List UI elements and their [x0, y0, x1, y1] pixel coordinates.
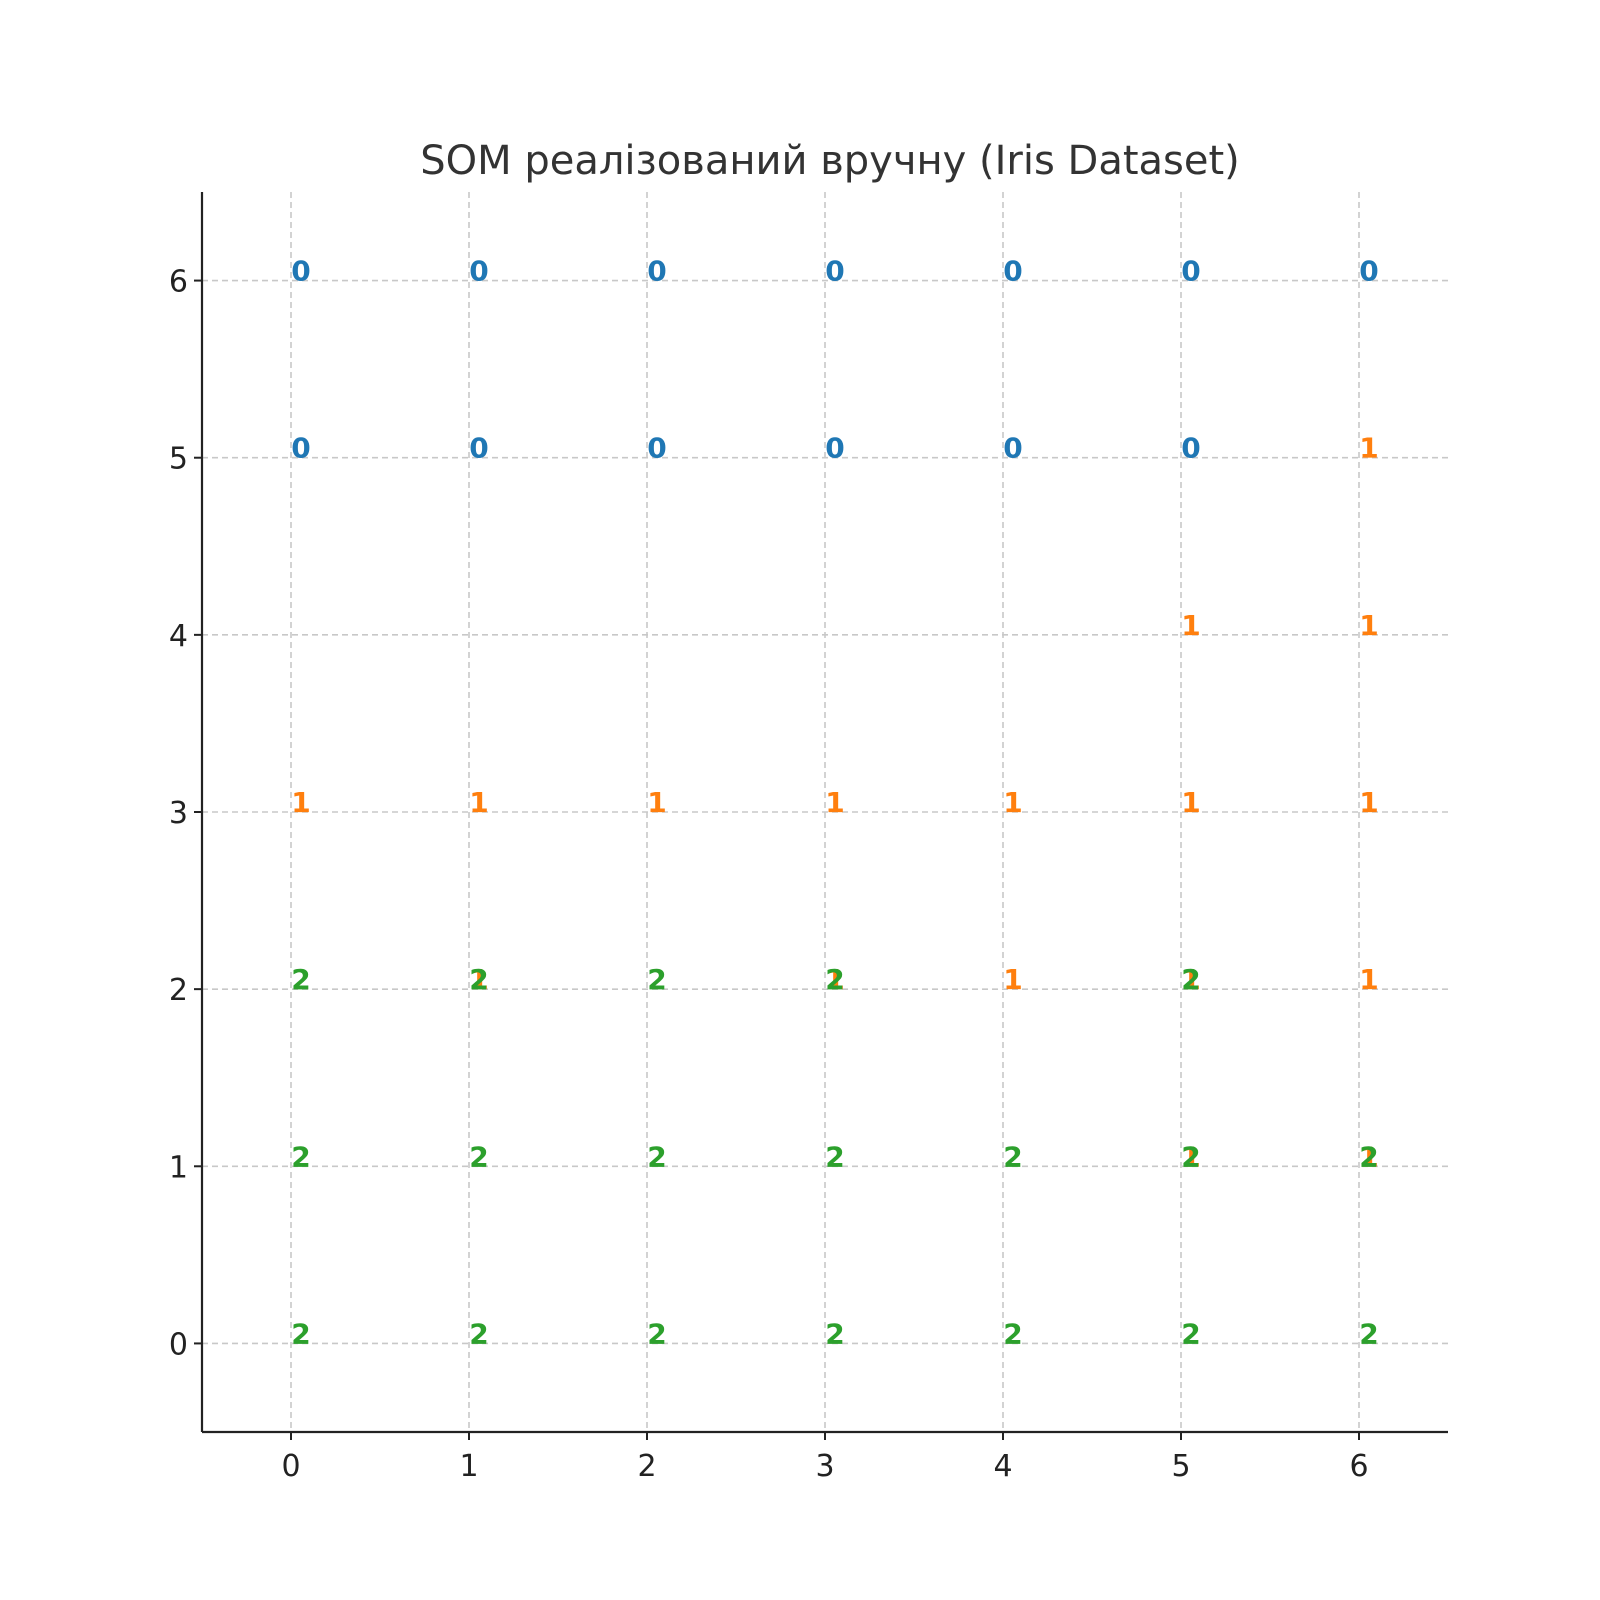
- cell-label-class-2: 2: [825, 1140, 844, 1173]
- cell-label-class-0: 0: [1181, 432, 1200, 465]
- cell-label-class-0: 0: [1003, 432, 1022, 465]
- cell-label-class-0: 0: [647, 432, 666, 465]
- cell-label-class-1: 1: [825, 786, 844, 819]
- cell-label-class-1: 1: [1181, 963, 1200, 996]
- y-tick-label: 4: [169, 619, 188, 654]
- cell-label-class-2: 2: [291, 1317, 310, 1350]
- cell-label-class-0: 0: [291, 255, 310, 288]
- y-tick-label: 5: [169, 442, 188, 477]
- cell-label-class-0: 0: [825, 255, 844, 288]
- cell-label-class-1: 1: [469, 786, 488, 819]
- x-tick-label: 4: [993, 1449, 1012, 1484]
- x-tick-label: 0: [281, 1449, 300, 1484]
- cell-label-class-0: 0: [469, 255, 488, 288]
- cell-label-class-1: 1: [1181, 1140, 1200, 1173]
- cell-label-class-0: 0: [1181, 255, 1200, 288]
- y-tick-label: 1: [169, 1150, 188, 1185]
- cell-label-class-2: 2: [1003, 1140, 1022, 1173]
- cell-label-class-1: 1: [1181, 786, 1200, 819]
- cell-label-class-2: 2: [825, 963, 844, 996]
- cell-label-class-0: 0: [469, 432, 488, 465]
- cell-label-class-1: 1: [1359, 786, 1378, 819]
- cell-label-class-1: 1: [1003, 786, 1022, 819]
- cell-label-class-2: 2: [1003, 1317, 1022, 1350]
- cell-label-class-2: 2: [1359, 1140, 1378, 1173]
- x-tick-label: 5: [1171, 1449, 1190, 1484]
- grid: [202, 192, 1448, 1432]
- cell-label-class-2: 2: [291, 1140, 310, 1173]
- cell-label-class-1: 1: [291, 786, 310, 819]
- cell-label-class-1: 1: [469, 963, 488, 996]
- cell-label-class-1: 1: [1003, 963, 1022, 996]
- cell-labels: 0 0 0 0 0 0 00 0 0 0 0 0 11 11 1 1 1 1 1 12 12 2 12 1 12 12 2 2 2 2 12…: [291, 255, 1378, 1351]
- cell-label-class-2: 2: [647, 963, 666, 996]
- cell-label-class-1: 1: [647, 786, 666, 819]
- cell-label-class-2: 2: [291, 963, 310, 996]
- x-tick-label: 2: [637, 1449, 656, 1484]
- cell-label-class-2: 2: [469, 963, 488, 996]
- cell-label-class-0: 0: [291, 432, 310, 465]
- y-tick-label: 0: [169, 1327, 188, 1362]
- cell-label-class-1: 1: [1359, 963, 1378, 996]
- x-tick-label: 6: [1349, 1449, 1368, 1484]
- cell-label-class-2: 2: [469, 1140, 488, 1173]
- y-tick-label: 3: [169, 796, 188, 831]
- cell-label-class-1: 1: [825, 963, 844, 996]
- x-tick-label: 3: [815, 1449, 834, 1484]
- cell-label-class-2: 2: [647, 1140, 666, 1173]
- y-tick-label: 6: [169, 265, 188, 300]
- x-tick-label: 1: [459, 1449, 478, 1484]
- chart-title: SOM реалізований вручну (Iris Dataset): [420, 138, 1240, 184]
- cell-label-class-2: 2: [1181, 1317, 1200, 1350]
- cell-label-class-1: 1: [1359, 1140, 1378, 1173]
- cell-label-class-2: 2: [1181, 1140, 1200, 1173]
- cell-label-class-0: 0: [1003, 255, 1022, 288]
- cell-label-class-2: 2: [825, 1317, 844, 1350]
- cell-label-class-2: 2: [647, 1317, 666, 1350]
- cell-label-class-2: 2: [1359, 1317, 1378, 1350]
- y-tick-label: 2: [169, 973, 188, 1008]
- cell-label-class-1: 1: [1359, 609, 1378, 642]
- cell-label-class-0: 0: [1359, 255, 1378, 288]
- cell-label-class-1: 1: [1181, 609, 1200, 642]
- cell-label-class-0: 0: [825, 432, 844, 465]
- cell-label-class-2: 2: [469, 1317, 488, 1350]
- cell-label-class-1: 1: [1359, 432, 1378, 465]
- cell-label-class-0: 0: [647, 255, 666, 288]
- cell-label-class-2: 2: [1181, 963, 1200, 996]
